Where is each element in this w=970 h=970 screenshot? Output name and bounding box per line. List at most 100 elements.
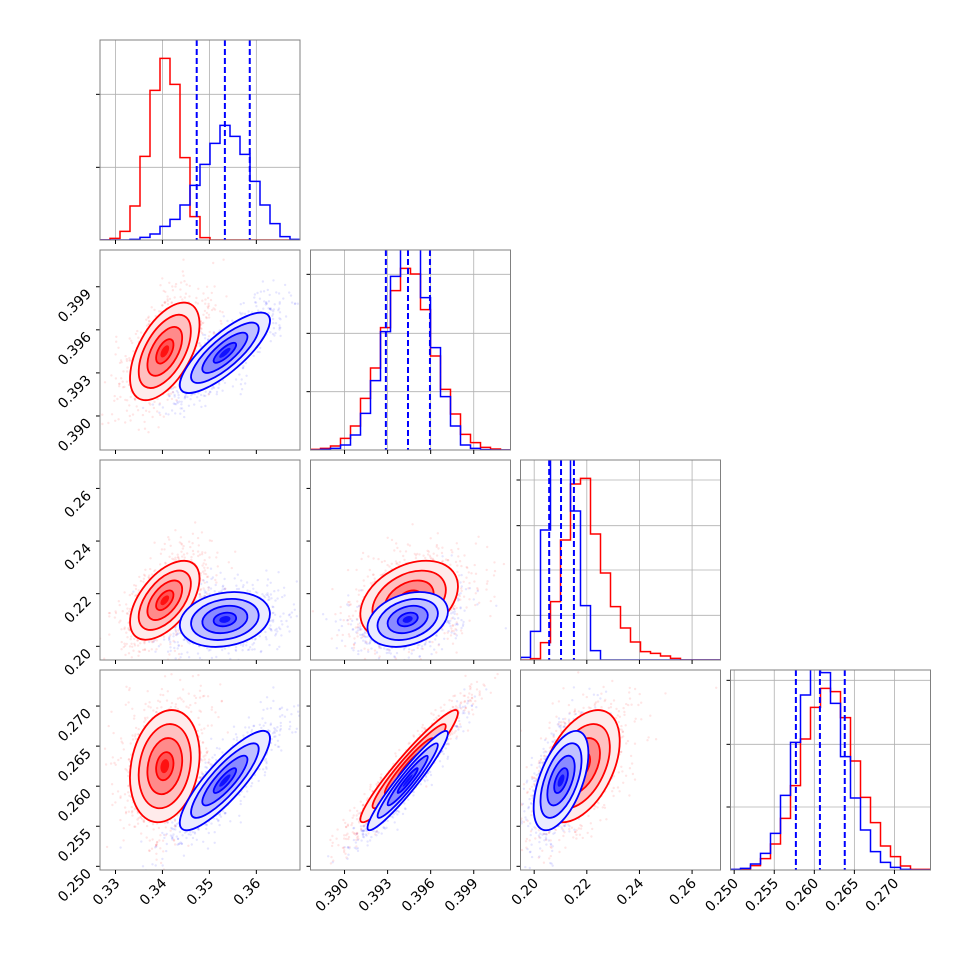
- scatter-point: [163, 542, 166, 546]
- scatter-point: [133, 397, 137, 401]
- scatter-point: [263, 596, 267, 599]
- scatter-point: [168, 281, 171, 284]
- scatter-point: [198, 656, 202, 660]
- scatter-point: [262, 594, 265, 598]
- scatter-point: [372, 557, 375, 560]
- scatter-point: [168, 653, 171, 656]
- scatter-point: [267, 598, 270, 602]
- scatter-point: [179, 288, 182, 291]
- scatter-point: [206, 566, 209, 570]
- scatter-point: [150, 306, 153, 309]
- scatter-point: [272, 327, 276, 330]
- scatter-point: [256, 578, 259, 582]
- scatter-point: [125, 612, 129, 615]
- scatter-point: [451, 624, 454, 627]
- scatter-point: [182, 258, 185, 261]
- scatter-point: [198, 592, 202, 596]
- scatter-point: [278, 301, 281, 304]
- scatter-point: [259, 346, 262, 350]
- scatter-point: [177, 558, 181, 561]
- scatter-point: [454, 560, 458, 564]
- scatter-point: [168, 394, 171, 397]
- scatter-point: [367, 555, 370, 558]
- scatter-point: [149, 557, 152, 560]
- scatter-point: [170, 301, 174, 304]
- scatter-point: [164, 561, 167, 564]
- scatter-point: [180, 550, 183, 553]
- scatter-point: [269, 628, 273, 631]
- scatter-point: [187, 656, 191, 659]
- scatter-point: [202, 394, 206, 397]
- scatter-point: [267, 307, 270, 310]
- scatter-point: [174, 529, 177, 532]
- scatter-point: [270, 629, 273, 632]
- scatter-point: [177, 644, 180, 648]
- scatter-point: [124, 675, 126, 677]
- scatter-point: [227, 561, 230, 564]
- scatter-point: [450, 631, 453, 634]
- scatter-point: [289, 294, 293, 297]
- scatter-point: [360, 649, 363, 652]
- scatter-point: [424, 556, 427, 560]
- scatter-point: [378, 665, 380, 667]
- scatter-point: [166, 650, 170, 653]
- scatter-point: [154, 638, 157, 641]
- scatter-point: [184, 393, 188, 396]
- scatter-point: [468, 587, 472, 590]
- scatter-point: [182, 274, 185, 277]
- scatter-point: [227, 652, 230, 655]
- scatter-point: [126, 607, 129, 610]
- scatter-point: [130, 339, 133, 342]
- scatter-point: [206, 305, 209, 308]
- scatter-point: [418, 553, 421, 556]
- scatter-point: [194, 521, 197, 524]
- scatter-point: [233, 577, 236, 580]
- scatter-point: [214, 583, 217, 587]
- scatter-point: [202, 292, 205, 295]
- scatter-point: [198, 344, 202, 347]
- scatter-point: [226, 319, 229, 323]
- scatter-point: [129, 638, 132, 641]
- scatter-point: [213, 331, 216, 335]
- scatter-point: [163, 301, 167, 305]
- scatter-point: [176, 400, 179, 403]
- scatter-point: [278, 324, 281, 327]
- scatter-point: [240, 579, 243, 582]
- scatter-point: [201, 322, 204, 325]
- scatter-point: [266, 592, 269, 595]
- scatter-point: [199, 588, 203, 591]
- scatter-point: [188, 284, 191, 288]
- scatter-point: [240, 388, 244, 391]
- scatter-point: [347, 633, 351, 636]
- scatter-point: [169, 640, 172, 644]
- scatter-point: [171, 387, 174, 390]
- scatter-point: [426, 549, 429, 552]
- scatter-point: [234, 649, 238, 652]
- scatter-point: [128, 404, 131, 407]
- scatter-point: [174, 282, 178, 286]
- scatter-point: [159, 552, 163, 555]
- scatter-point: [201, 299, 204, 302]
- scatter-point: [268, 660, 270, 662]
- scatter-point: [179, 295, 182, 299]
- scatter-point: [231, 385, 235, 388]
- scatter-point: [264, 630, 267, 634]
- scatter-point: [114, 353, 117, 356]
- scatter-point: [204, 404, 207, 408]
- scatter-point: [344, 644, 347, 648]
- scatter-point: [143, 427, 147, 430]
- scatter-point: [183, 556, 186, 559]
- scatter-point: [171, 557, 174, 560]
- scatter-point: [268, 293, 271, 297]
- scatter-point: [170, 301, 173, 305]
- scatter-point: [177, 632, 180, 635]
- scatter-point: [457, 547, 460, 551]
- scatter-point: [357, 593, 360, 596]
- scatter-point: [485, 568, 488, 572]
- scatter-point: [270, 597, 273, 600]
- scatter-point: [459, 629, 463, 632]
- scatter-point: [268, 307, 272, 311]
- scatter-point: [239, 393, 242, 396]
- scatter-point: [214, 578, 217, 582]
- scatter-point: [110, 413, 114, 416]
